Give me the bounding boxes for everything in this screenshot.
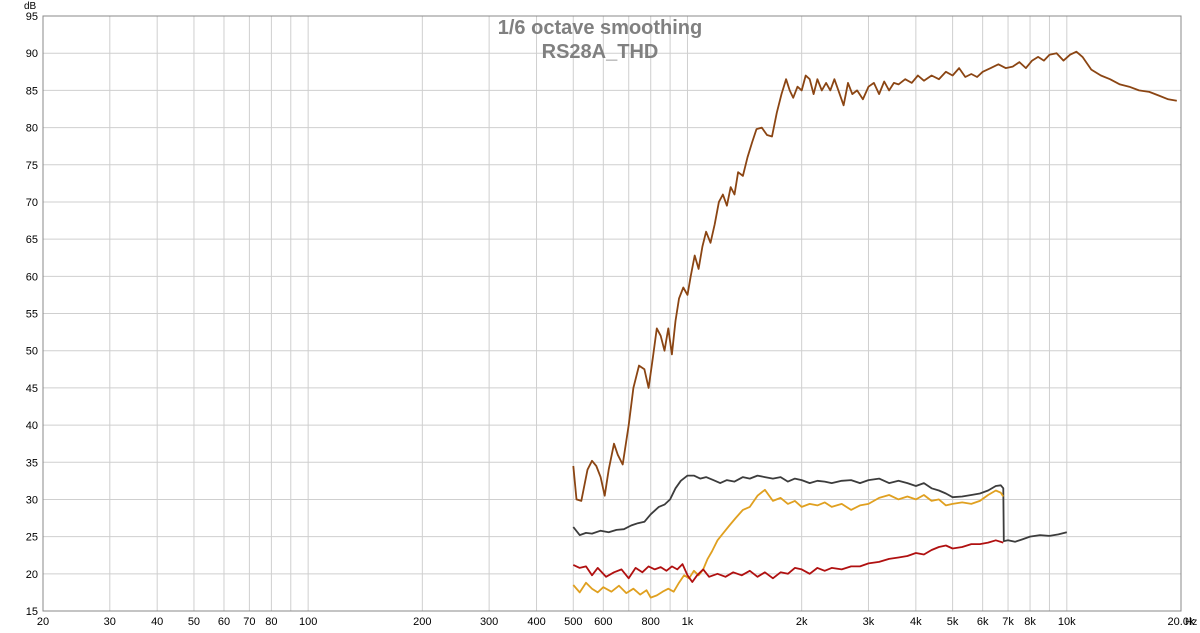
y-tick-label: 75 [26,160,38,172]
grid [42,15,1182,612]
x-axis-ticks: 20 30 40 50 60 70 80 100 200 300 400 500 600 800 1k 2k 3… [37,616,1195,628]
x-tick-label: 3k [863,616,875,628]
y-tick-label: 35 [26,457,38,469]
x-tick-label: 60 [218,616,230,628]
x-tick-label: 400 [527,616,545,628]
y-tick-label: 15 [26,606,38,618]
x-tick-label: 40 [151,616,163,628]
y-axis-unit: dB [24,1,37,12]
y-tick-label: 90 [26,48,38,60]
x-tick-label: 300 [480,616,498,628]
series-line-3 [572,488,1005,599]
series-group [572,50,1177,599]
y-tick-label: 50 [26,346,38,358]
x-tick-label: 4k [910,616,922,628]
x-tick-label: 600 [594,616,612,628]
x-tick-label: 7k [1002,616,1014,628]
chart-subtitle: RS28A_THD [542,41,659,63]
x-tick-label: 30 [104,616,116,628]
x-tick-label: 200 [413,616,431,628]
series-line-4 [572,539,1004,583]
series-line-1 [572,50,1177,502]
plot-frame [42,15,1182,612]
x-tick-label: 5k [947,616,959,628]
x-tick-label: 2k [796,616,808,628]
y-tick-label: 45 [26,383,38,395]
y-tick-label: 85 [26,85,38,97]
x-tick-label: 20 [37,616,49,628]
y-tick-label: 95 [26,11,38,23]
chart-title: 1/6 octave smoothing [498,17,703,39]
y-tick-label: 70 [26,197,38,209]
x-tick-label: 6k [977,616,989,628]
series-line-2 [572,474,1068,543]
y-tick-label: 65 [26,234,38,246]
y-tick-label: 60 [26,271,38,283]
x-axis-unit: Hz [1185,617,1197,628]
y-tick-label: 55 [26,309,38,321]
x-tick-label: 1k [682,616,694,628]
x-tick-label: 20.0k [1168,616,1195,628]
x-tick-label: 50 [188,616,200,628]
y-axis-ticks: 15 20 25 30 35 40 45 50 55 60 65 70 75 80 85 90 95 [26,11,38,618]
x-tick-label: 500 [564,616,582,628]
y-tick-label: 20 [26,569,38,581]
y-tick-label: 30 [26,494,38,506]
y-tick-label: 40 [26,420,38,432]
x-tick-label: 100 [299,616,317,628]
y-tick-label: 80 [26,123,38,135]
x-tick-label: 8k [1024,616,1036,628]
x-tick-label: 70 [243,616,255,628]
x-tick-label: 10k [1058,616,1076,628]
x-tick-label: 80 [265,616,277,628]
y-tick-label: 25 [26,532,38,544]
x-tick-label: 800 [642,616,660,628]
